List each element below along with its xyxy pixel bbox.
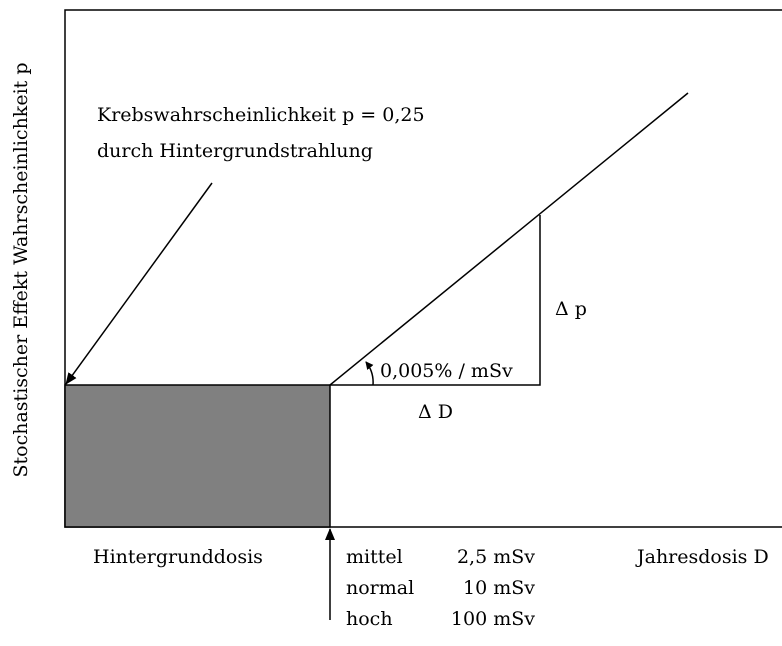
delta-p-label: Δ p [555,298,587,320]
angle-arrow [365,361,374,386]
dose-level: hoch [346,608,393,630]
dose-value: 100 mSv [451,608,535,630]
annotation-text: durch Hintergrundstrahlung [97,140,373,162]
dose-line [329,92,689,386]
y-axis-label: Stochastischer Effekt Wahrscheinlichkeit… [10,63,32,478]
x-axis-label: Jahresdosis D [635,546,769,568]
annotation-text: Krebswahrscheinlichkeit p = 0,25 [97,104,425,126]
dose-level: mittel [346,546,403,568]
delta-d-label: Δ D [418,401,453,423]
plot-frame [64,9,782,528]
slope-triangle [330,215,541,386]
background-area [64,384,331,528]
dose-value: 2,5 mSv [457,546,535,568]
dose-level: normal [346,577,414,599]
annotation-arrow [65,182,213,385]
background-label: Hintergrunddosis [93,546,263,568]
slope-label: 0,005% / mSv [380,360,513,382]
dose-value: 10 mSv [463,577,535,599]
